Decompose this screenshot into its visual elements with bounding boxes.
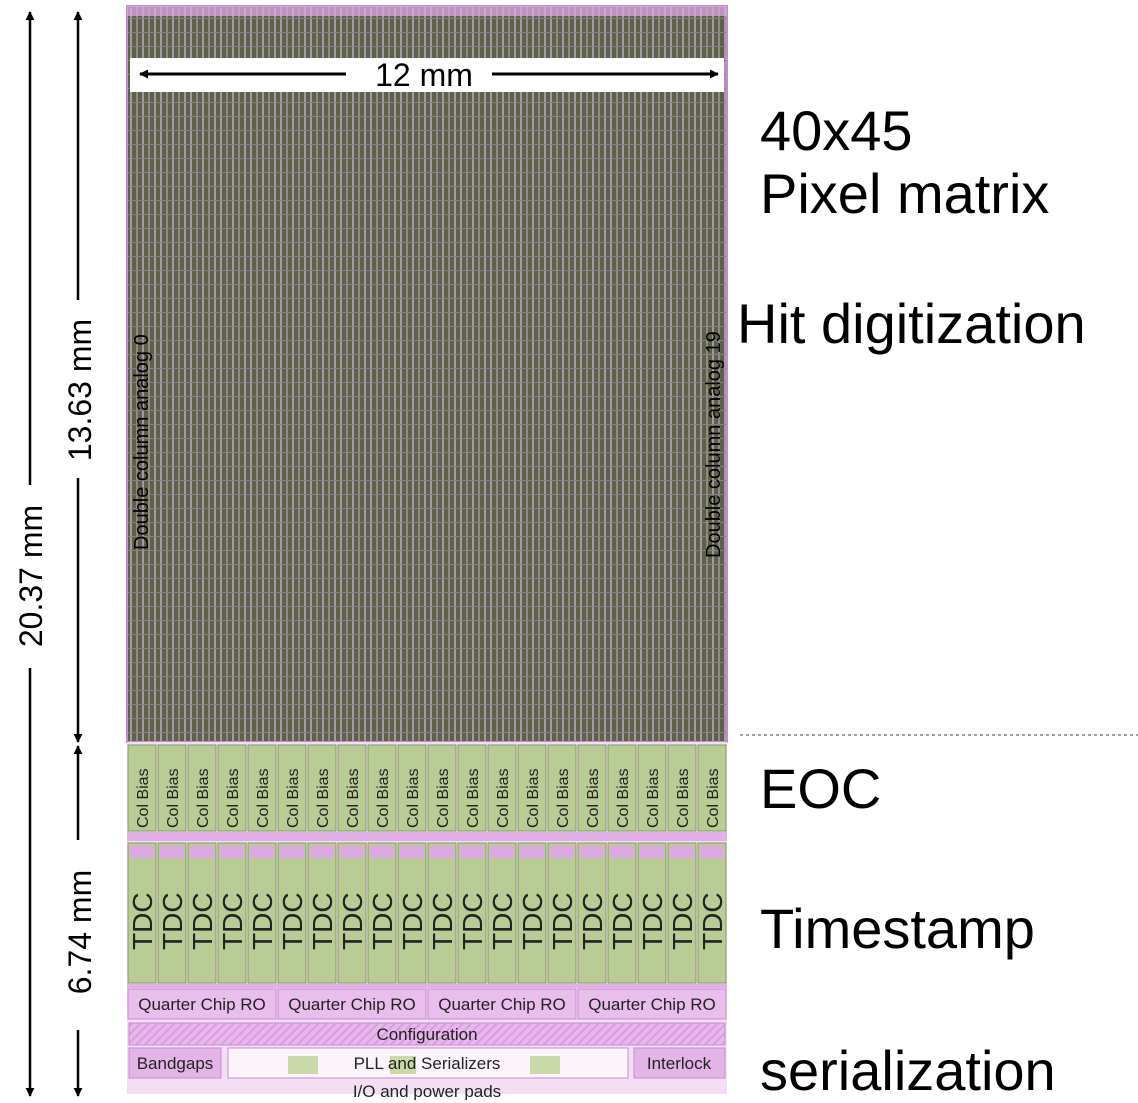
- bandgaps-label: Bandgaps: [137, 1054, 214, 1073]
- tdc-label: TDC: [457, 892, 488, 950]
- end-of-column: Col Bias Col Bias Col Bias Col Bias Col Bias…: [127, 742, 728, 1100]
- col-bias-label: Col Bias: [585, 768, 602, 828]
- col-bias-label: Col Bias: [345, 768, 362, 828]
- periphery-height-dimension: 6.74 mm: [62, 745, 98, 1097]
- col-bias-label: Col Bias: [315, 768, 332, 828]
- col-bias-label: Col Bias: [375, 768, 392, 828]
- tdc-label: TDC: [397, 892, 428, 950]
- last-column-label: Double column analog 19: [703, 331, 725, 558]
- pll-label: PLL and Serializers: [354, 1054, 501, 1073]
- width-label: 12 mm: [375, 57, 473, 93]
- col-bias-label: Col Bias: [675, 768, 692, 828]
- tdc-label: TDC: [577, 892, 608, 950]
- configuration-block: Configuration: [128, 1022, 726, 1046]
- col-bias-label: Col Bias: [645, 768, 662, 828]
- quarter-chip-label: Quarter Chip RO: [138, 995, 266, 1014]
- eoc-annotation: EOC: [760, 757, 882, 820]
- col-bias-label: Col Bias: [285, 768, 302, 828]
- tdc-label: TDC: [367, 892, 398, 950]
- tdc-label: TDC: [427, 892, 458, 950]
- interlock-label: Interlock: [647, 1054, 712, 1073]
- tdc-label: TDC: [637, 892, 668, 950]
- tdc-label: TDC: [187, 892, 218, 950]
- col-bias-label: Col Bias: [255, 768, 272, 828]
- tdc-label: TDC: [307, 892, 338, 950]
- pads-label: I/O and power pads: [353, 1082, 501, 1100]
- col-bias-label: Col Bias: [405, 768, 422, 828]
- pixel-matrix-size: 40x45: [760, 99, 913, 162]
- quarter-chip-label: Quarter Chip RO: [288, 995, 416, 1014]
- hit-digitization-annotation: Hit digitization: [737, 292, 1086, 355]
- tdc-label: TDC: [217, 892, 248, 950]
- tdc-label: TDC: [607, 892, 638, 950]
- tdc-label: TDC: [157, 892, 188, 950]
- configuration-label: Configuration: [376, 1025, 477, 1044]
- tdc-row: TDC TDC TDC TDC TDC TDC TDC TDC TDC TDC TDC TDC TDC T…: [127, 842, 728, 984]
- col-bias-label: Col Bias: [465, 768, 482, 828]
- col-bias-row: Col Bias Col Bias Col Bias Col Bias Col Bias…: [127, 744, 727, 832]
- col-bias-label: Col Bias: [435, 768, 452, 828]
- pads-row: I/O and power pads: [127, 1080, 727, 1100]
- pixel-matrix-title: Pixel matrix: [760, 161, 1050, 225]
- tdc-label: TDC: [337, 892, 368, 950]
- tdc-label: TDC: [277, 892, 308, 950]
- tdc-label: TDC: [517, 892, 548, 950]
- tdc-label: TDC: [547, 892, 578, 950]
- total-height-label: 20.37 mm: [13, 505, 49, 647]
- col-bias-label: Col Bias: [495, 768, 512, 828]
- col-bias-label: Col Bias: [165, 768, 182, 828]
- col-bias-label: Col Bias: [225, 768, 242, 828]
- periphery-height-label: 6.74 mm: [62, 870, 98, 994]
- col-bias-label: Col Bias: [555, 768, 572, 828]
- pixel-matrix-annotation: 40x45 Pixel matrix: [760, 99, 1050, 225]
- pixel-matrix: [126, 5, 728, 743]
- tdc-label: TDC: [487, 892, 518, 950]
- col-bias-label: Col Bias: [135, 768, 152, 828]
- quarter-chip-label: Quarter Chip RO: [588, 995, 716, 1014]
- bottom-blocks: Bandgaps PLL and Serializers Interlock: [128, 1047, 726, 1079]
- tdc-label: TDC: [127, 892, 158, 950]
- col-bias-label: Col Bias: [195, 768, 212, 828]
- matrix-height-label: 13.63 mm: [62, 319, 98, 461]
- first-column-label: Double column analog 0: [131, 334, 153, 550]
- serialization-annotation: serialization: [760, 1039, 1056, 1102]
- tdc-label: TDC: [697, 892, 728, 950]
- width-dimension: 12 mm: [139, 57, 719, 93]
- tdc-label: TDC: [247, 892, 278, 950]
- tdc-label: TDC: [667, 892, 698, 950]
- col-bias-label: Col Bias: [705, 768, 722, 828]
- col-bias-label: Col Bias: [615, 768, 632, 828]
- quarter-chip-label: Quarter Chip RO: [438, 995, 566, 1014]
- column-labels: Double column analog 0 Double column ana…: [131, 331, 725, 558]
- quarter-chip-row: Quarter Chip RO Quarter Chip RO Quarter Ch…: [127, 988, 727, 1020]
- total-height-dimension: 20.37 mm: [13, 11, 49, 1097]
- matrix-height-dimension: 13.63 mm: [62, 11, 98, 743]
- timestamp-annotation: Timestamp: [760, 897, 1035, 960]
- col-bias-label: Col Bias: [525, 768, 542, 828]
